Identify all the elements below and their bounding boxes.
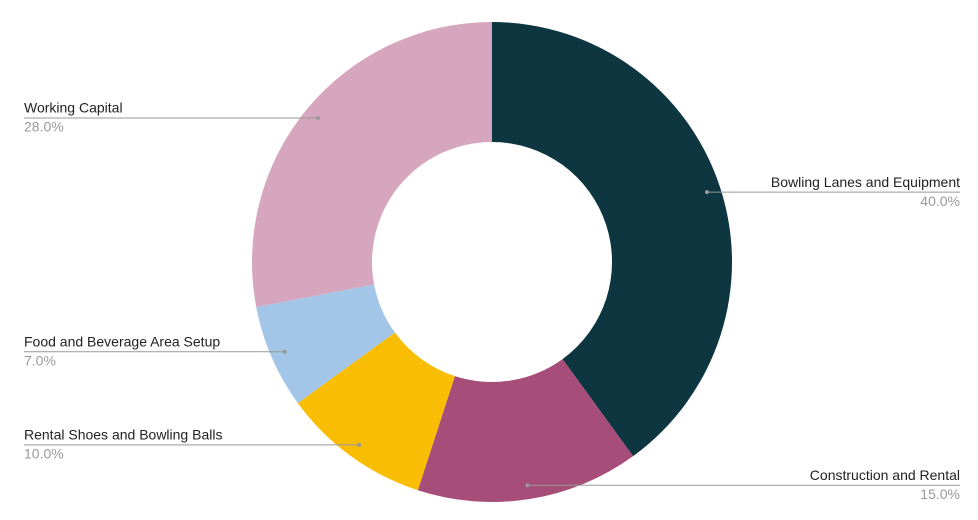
- leader-dot: [525, 483, 530, 488]
- slice-label: Bowling Lanes and Equipment: [771, 174, 960, 190]
- slice-value: 40.0%: [920, 193, 960, 209]
- slice: [252, 22, 492, 307]
- slice-value: 10.0%: [24, 446, 64, 462]
- slice: [256, 284, 395, 404]
- slice-value: 15.0%: [920, 486, 960, 502]
- leader-dot: [357, 442, 362, 447]
- slice-label: Rental Shoes and Bowling Balls: [24, 427, 222, 443]
- slice-value: 7.0%: [24, 352, 56, 368]
- leader-dot: [315, 115, 320, 120]
- leader-dot: [282, 349, 287, 354]
- slice-label: Food and Beverage Area Setup: [24, 333, 220, 349]
- leader-dot: [704, 190, 709, 195]
- slice: [417, 359, 634, 503]
- slice-label: Working Capital: [24, 100, 123, 116]
- slice-value: 28.0%: [24, 119, 64, 135]
- slice: [492, 22, 733, 457]
- slice-label: Construction and Rental: [810, 467, 960, 483]
- slice: [297, 332, 455, 491]
